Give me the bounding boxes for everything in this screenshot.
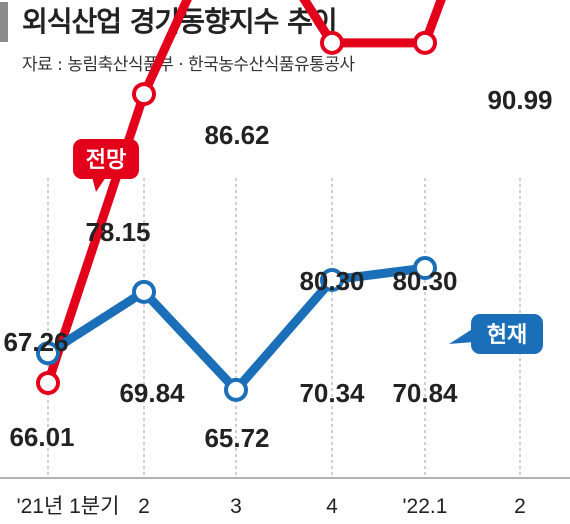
forecast-series-tag: 전망 <box>86 148 126 173</box>
x-tick-label: 2 <box>138 495 150 518</box>
current-series-tag: 현재 <box>487 323 527 348</box>
forecast-value-label: 86.62 <box>204 120 269 150</box>
title-accent-bar <box>0 2 8 42</box>
x-tick-label: 4 <box>326 495 338 518</box>
current-point <box>36 341 60 366</box>
current-value-label: 65.72 <box>204 423 269 453</box>
current-tag-box <box>471 314 543 354</box>
current-tag-pointer <box>449 328 474 344</box>
x-tick-label: 3 <box>230 495 242 518</box>
x-tick-label: 2 <box>514 495 526 518</box>
forecast-value-label: 80.30 <box>392 266 457 296</box>
x-tick-label: '21년 1분기 <box>17 495 120 518</box>
forecast-tag-pointer <box>92 177 106 192</box>
current-point <box>320 267 344 292</box>
forecast-value-label: 80.30 <box>299 266 364 296</box>
current-value-label: 67.26 <box>3 327 68 357</box>
forecast-point <box>320 30 344 55</box>
forecast-value-label: 66.01 <box>9 422 74 452</box>
current-value-label: 70.34 <box>299 378 365 408</box>
x-tick-label: '22.1 <box>403 495 448 518</box>
current-value-label: 70.84 <box>392 378 458 408</box>
forecast-value-label: 78.15 <box>85 217 150 247</box>
current-value-label: 69.84 <box>119 378 185 408</box>
current-point <box>132 279 156 304</box>
chart-source: 자료 : 농림축산식품부 · 한국농수산식품유통공사 <box>22 55 355 75</box>
forecast-point <box>132 82 156 107</box>
forecast-point <box>413 30 437 55</box>
forecast-point <box>36 371 60 395</box>
forecast-tag-box <box>73 139 139 179</box>
current-point <box>224 377 248 402</box>
current-point <box>413 256 437 281</box>
forecast-value-label: 90.99 <box>487 85 552 115</box>
forecast-series-line <box>43 0 446 388</box>
